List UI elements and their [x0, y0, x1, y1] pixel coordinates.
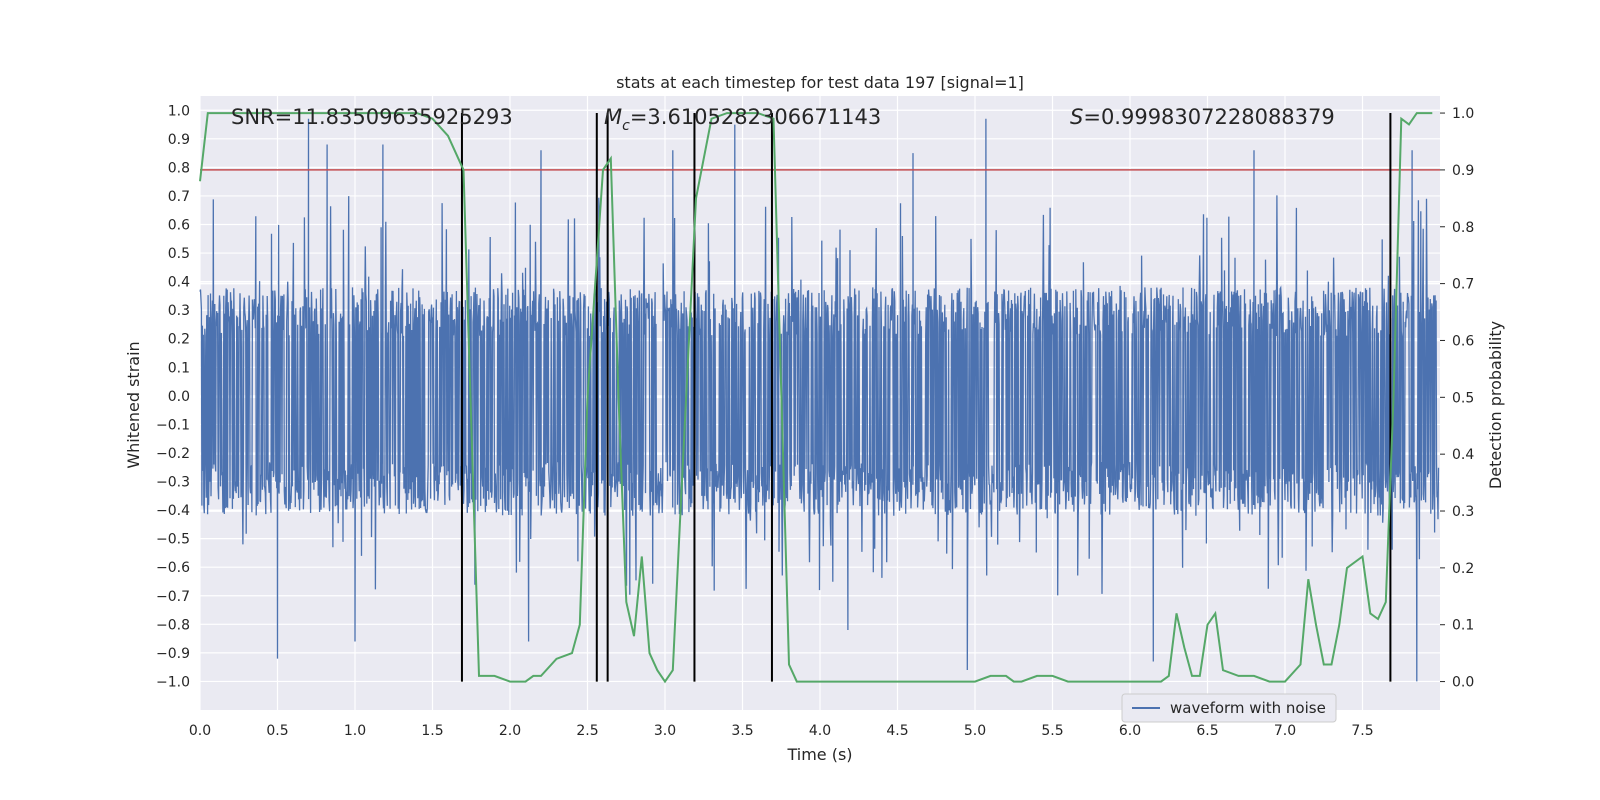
y-right-tick-label: 0.9 [1452, 163, 1474, 179]
x-tick-label: 0.5 [266, 723, 288, 739]
y-right-tick-label: 0.4 [1452, 447, 1474, 463]
y-tick-label: −0.9 [156, 646, 190, 662]
y-right-tick-label: 0.3 [1452, 504, 1474, 520]
x-tick-label: 7.0 [1274, 723, 1296, 739]
y-right-tick-label: 1.0 [1452, 106, 1474, 122]
y-tick-label: 1.0 [168, 103, 190, 119]
y-right-tick-label: 0.7 [1452, 277, 1474, 293]
chirp-mass-annotation: Mc=3.6105282306671143 [604, 105, 881, 134]
y-right-tick-label: 0.8 [1452, 220, 1474, 236]
probability-line [199, 112, 1433, 684]
y-right-tick-label: 0.2 [1452, 561, 1474, 577]
y-tick-label: 0.8 [168, 160, 190, 176]
y-tick-label: 0.4 [168, 275, 190, 291]
y-tick-label: −0.3 [156, 475, 190, 491]
y-tick-label: −0.8 [156, 617, 190, 633]
legend-box [1121, 693, 1337, 723]
x-tick-label: 1.0 [344, 723, 366, 739]
waveform-line [199, 118, 1440, 682]
y-tick-label: 0.2 [168, 332, 190, 348]
y-tick-label: 0.1 [168, 360, 190, 376]
x-tick-label: 3.5 [731, 723, 753, 739]
y-right-tick-labels: 1.0 0.9 0.8 0.7 0.6 0.5 0.4 0.3 0.2 0.1 0.0 [1440, 106, 1474, 691]
s-value: =0.9998307228088379 [1083, 105, 1334, 129]
y-right-tick-label: 0.5 [1452, 390, 1474, 406]
x-tick-label: 0.0 [189, 723, 211, 739]
x-tick-label: 6.5 [1196, 723, 1218, 739]
y-tick-label: −0.5 [156, 532, 190, 548]
probability-series [199, 112, 1433, 684]
y-tick-label: 0.0 [168, 389, 190, 405]
x-axis-label: Time (s) [786, 745, 852, 764]
snr-annotation: SNR=11.83509635925293 [231, 105, 513, 129]
x-tick-label: 4.0 [809, 723, 831, 739]
y-tick-label: −0.7 [156, 589, 190, 605]
s-symbol: S [1070, 105, 1083, 129]
y-right-tick-label: 0.0 [1452, 675, 1474, 691]
y-tick-label: −1.0 [156, 674, 190, 690]
vertical-markers [460, 113, 1392, 682]
chirp-mass-symbol: M [604, 105, 622, 129]
chirp-mass-value: =3.6105282306671143 [630, 105, 881, 129]
y-right-axis-label: Detection probability [1486, 321, 1505, 489]
legend: waveform with noise [1121, 693, 1337, 723]
x-tick-label: 2.0 [499, 723, 521, 739]
chirp-mass-subscript: c [622, 118, 630, 134]
x-tick-label: 6.0 [1119, 723, 1141, 739]
waveform-series [199, 118, 1440, 682]
s-annotation: S=0.9998307228088379 [1070, 105, 1335, 129]
x-tick-label: 2.5 [576, 723, 598, 739]
y-tick-label: 0.6 [168, 218, 190, 234]
x-tick-label: 5.0 [964, 723, 986, 739]
y-tick-labels: 1.0 0.9 0.8 0.7 0.6 0.5 0.4 0.3 0.2 0.1 0.0 −0.1 −0.… [156, 103, 190, 690]
y-right-tick-label: 0.1 [1452, 618, 1474, 634]
chart-title: stats at each timestep for test data 197… [616, 73, 1024, 92]
x-tick-labels: 0.0 0.5 1.0 1.5 2.0 2.5 3.0 3.5 4.0 4.5 5.0 5.5 6.0 6… [189, 723, 1374, 739]
y-tick-label: −0.6 [156, 560, 190, 576]
y-tick-label: −0.1 [156, 417, 190, 433]
x-tick-label: 1.5 [421, 723, 443, 739]
x-tick-label: 5.5 [1041, 723, 1063, 739]
legend-label: waveform with noise [1170, 699, 1326, 717]
x-tick-label: 3.0 [654, 723, 676, 739]
y-tick-label: 0.3 [168, 303, 190, 319]
y-tick-label: −0.4 [156, 503, 190, 519]
y-tick-label: 0.7 [168, 189, 190, 205]
y-axis-label: Whitened strain [124, 341, 143, 468]
y-right-tick-label: 0.6 [1452, 333, 1474, 349]
x-tick-label: 7.5 [1351, 723, 1373, 739]
y-tick-label: 0.9 [168, 132, 190, 148]
y-tick-label: 0.5 [168, 246, 190, 262]
x-tick-label: 4.5 [886, 723, 908, 739]
y-tick-label: −0.2 [156, 446, 190, 462]
